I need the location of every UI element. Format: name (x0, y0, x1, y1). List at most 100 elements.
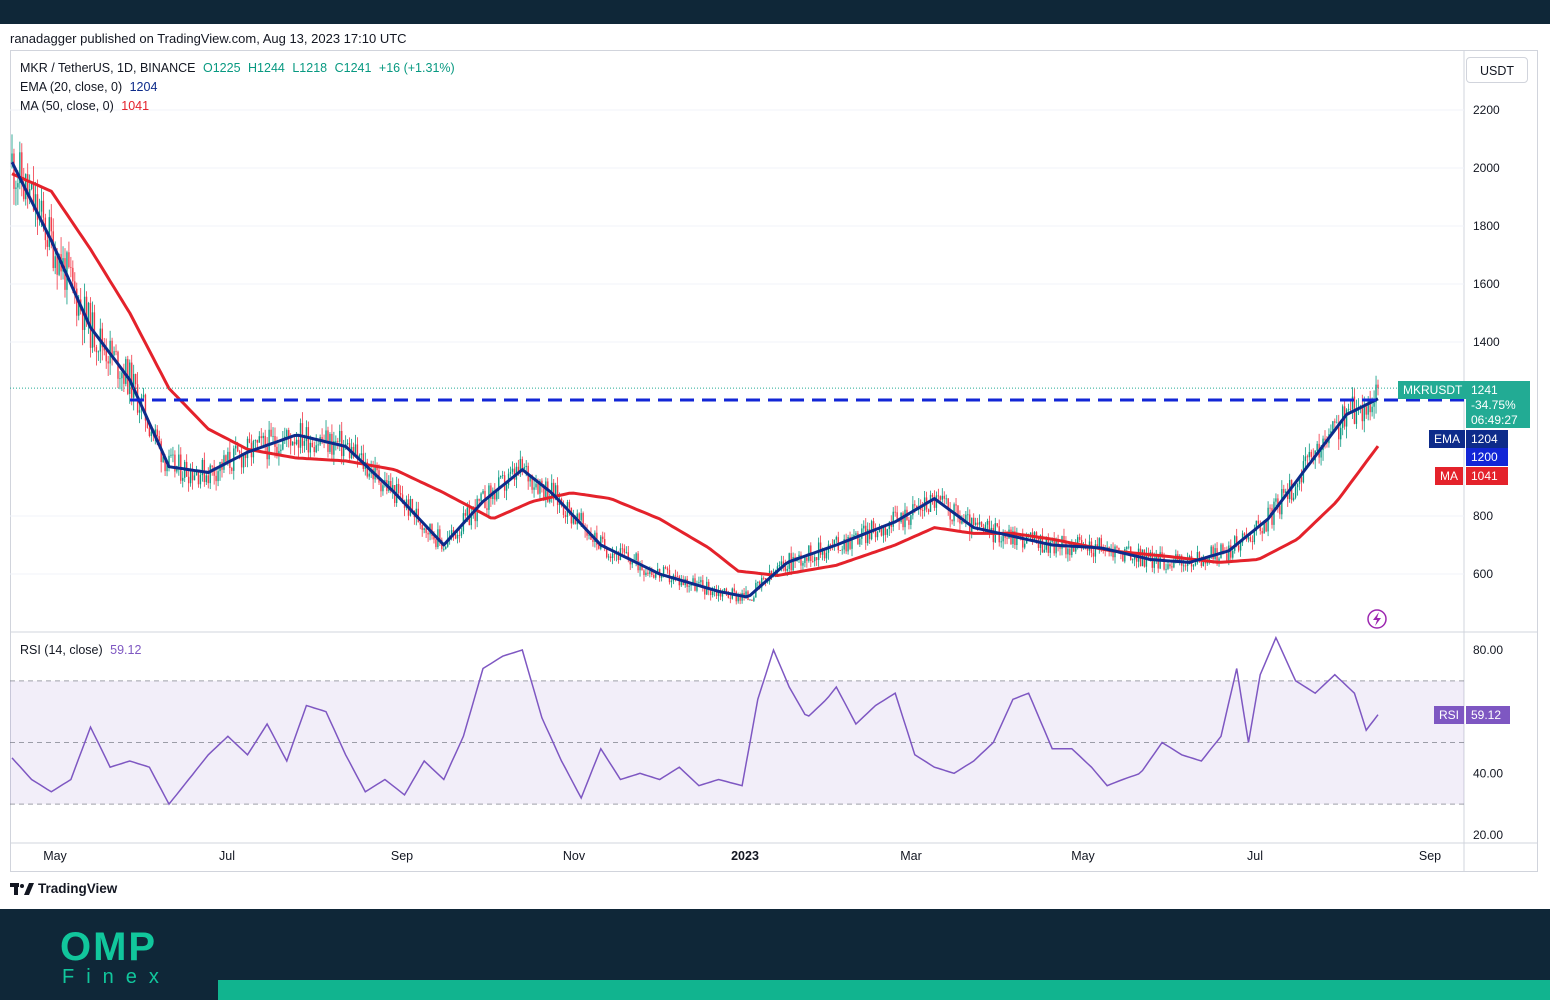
candle-body (996, 523, 998, 527)
candle-body (902, 512, 904, 528)
tradingview-logo[interactable]: TradingView (10, 881, 117, 896)
candle-body (156, 429, 158, 437)
candle-body (464, 513, 467, 516)
candle-body (539, 480, 541, 494)
candle-body (708, 581, 710, 590)
candle-body (647, 572, 649, 574)
rsi-name-tag: RSI (1434, 706, 1465, 724)
candle-body (311, 442, 313, 448)
candle-body (490, 485, 492, 500)
candle-body (1332, 421, 1334, 432)
candle-body (439, 529, 441, 540)
ma-value-tag: 1041 (1466, 467, 1508, 485)
candle-body (841, 549, 843, 551)
candle-body (1198, 552, 1201, 562)
candle-body (337, 440, 339, 442)
candle-body (666, 568, 669, 571)
candle-body (254, 440, 257, 441)
candle-body (1075, 544, 1077, 552)
candle-body (119, 378, 121, 380)
candle-body (973, 517, 975, 525)
candle-body (272, 436, 274, 437)
candle-body (435, 539, 437, 548)
candle-body (178, 454, 180, 467)
candle-body (554, 485, 557, 500)
rsi-tick-label: 40.00 (1473, 766, 1503, 780)
candle-body (460, 531, 463, 536)
candle-body (1071, 545, 1073, 556)
candle-body (36, 194, 39, 220)
candle-body (17, 183, 19, 188)
candle-body (107, 361, 109, 364)
candle-body (1232, 550, 1234, 558)
time-tick-label: Mar (900, 849, 922, 863)
candle-body (46, 240, 49, 247)
price-tick-label: 2200 (1473, 103, 1500, 117)
candle-body (164, 456, 166, 472)
candle-body (955, 504, 957, 506)
candle-body (303, 441, 306, 446)
candle-body (886, 529, 889, 535)
candle-body (58, 254, 60, 275)
currency-button[interactable]: USDT (1466, 57, 1528, 83)
time-tick-label: Jul (219, 849, 235, 863)
candle-body (766, 581, 769, 583)
candle-body (1259, 523, 1261, 531)
candle-body (717, 590, 720, 596)
candle-body (231, 467, 233, 471)
candle-body (1243, 533, 1246, 536)
candle-body (15, 187, 17, 189)
legend-symbol[interactable]: MKR / TetherUS, 1D, BINANCE (20, 61, 196, 75)
candle-body (32, 183, 35, 211)
candle-body (876, 531, 879, 538)
legend-ma-row: MA (50, close, 0) 1041 (20, 99, 153, 113)
candle-body (397, 484, 400, 494)
candle-body (1338, 422, 1340, 440)
candle-body (696, 583, 698, 591)
candle-body (72, 267, 74, 282)
legend-ma-label[interactable]: MA (50, close, 0) (20, 99, 114, 113)
candle-body (1345, 409, 1348, 427)
candle-body (1377, 384, 1379, 389)
candle-body (829, 544, 832, 546)
candle-body (456, 534, 459, 539)
candle-body (1133, 556, 1136, 560)
candle-body (313, 447, 315, 453)
candle-body (653, 574, 655, 578)
candle-body (525, 465, 527, 468)
candle-body (641, 566, 643, 571)
candle-body (680, 579, 682, 586)
candle-body (517, 466, 520, 473)
candle-body (605, 548, 608, 558)
candle-body (1249, 537, 1252, 542)
candle-body (598, 544, 600, 549)
candle-body (580, 513, 582, 521)
candle-body (28, 189, 31, 197)
candle-body (617, 552, 620, 561)
candle-body (625, 552, 627, 554)
candle-body (1047, 539, 1049, 553)
candle-body (1265, 521, 1267, 532)
candle-body (215, 475, 217, 482)
candle-body (586, 529, 588, 536)
candle-body (235, 445, 237, 449)
candle-body (802, 562, 804, 566)
candle-body (984, 524, 987, 531)
candle-body (144, 394, 147, 421)
candle-body (85, 296, 88, 323)
candle-body (466, 507, 469, 516)
candle-body (248, 438, 251, 443)
candle-body (74, 281, 76, 289)
candle-body (892, 511, 894, 527)
candle-body (1255, 520, 1258, 532)
candle-body (607, 556, 610, 558)
legend-ema-label[interactable]: EMA (20, close, 0) (20, 80, 123, 94)
candle-body (698, 582, 700, 584)
candle-body (1161, 552, 1163, 556)
candle-body (564, 514, 567, 518)
candle-body (1212, 546, 1214, 559)
candle-body (454, 533, 457, 539)
legend-rsi-label[interactable]: RSI (14, close) (20, 643, 103, 657)
candle-body (148, 427, 151, 436)
